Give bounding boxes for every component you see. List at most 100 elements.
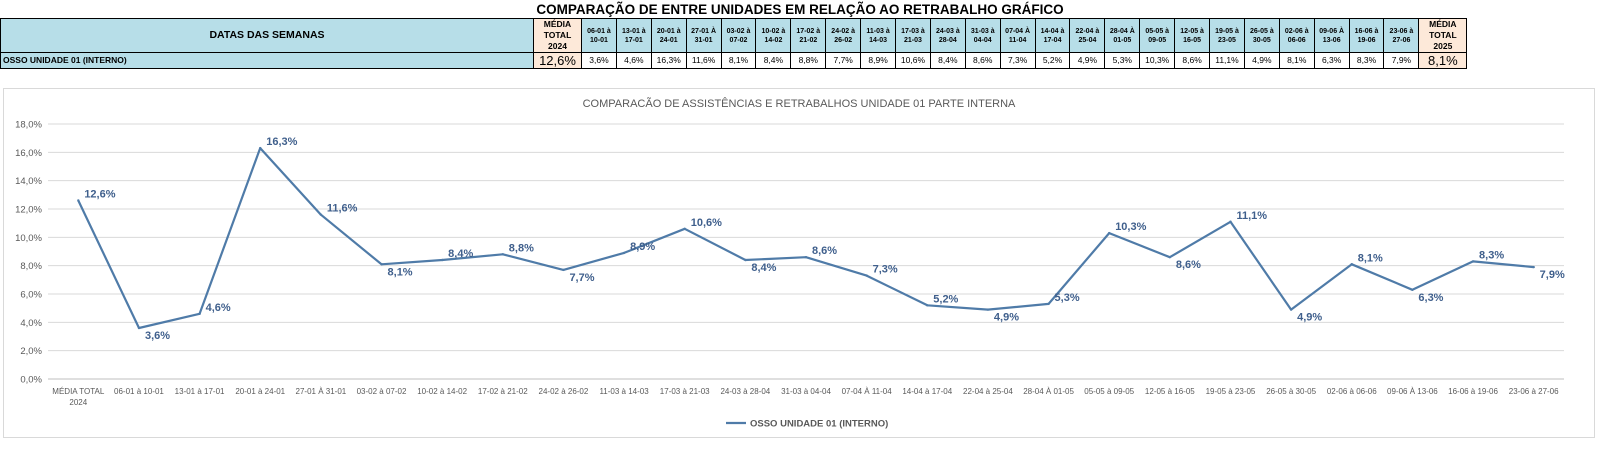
header-text: 20-01 à	[656, 27, 681, 35]
data-label: 8,6%	[812, 245, 837, 257]
header-week: 09-06 À 13-06	[1313, 18, 1350, 53]
header-text: 13-01 à	[621, 27, 646, 35]
x-tick-label: 22-04 à 25-04	[963, 387, 1013, 396]
header-text: 13-06	[1322, 36, 1341, 44]
header-text: 19-06	[1357, 36, 1376, 44]
x-tick-label: 24-03 à 28-04	[720, 387, 770, 396]
week-value: 4,9%	[1069, 52, 1106, 69]
data-label: 8,6%	[1176, 259, 1201, 271]
header-text: 24-01	[659, 36, 678, 44]
chart-title: COMPARACÃO DE ASSISTÊNCIAS E RETRABALHOS…	[583, 97, 1016, 110]
header-text: 30-05	[1252, 36, 1271, 44]
data-label: 11,1%	[1236, 210, 1267, 222]
y-tick-label: 16,0%	[15, 148, 42, 159]
header-week: 14-04 à 17-04	[1034, 18, 1071, 53]
header-text: 14-04 à	[1040, 27, 1065, 35]
data-label: 10,3%	[1115, 221, 1146, 233]
data-point	[683, 227, 686, 231]
table-title: COMPARAÇÃO DE ENTRE UNIDADES EM RELAÇÃO …	[536, 2, 1064, 17]
header-text: 27-06	[1392, 36, 1411, 44]
data-point	[501, 253, 504, 256]
header-text: TOTAL 2025	[1429, 30, 1457, 51]
header-text: 01-05	[1113, 36, 1132, 44]
week-value: 8,6%	[1174, 52, 1211, 69]
header-text: 24-03 à	[935, 27, 960, 35]
table-value-row: OSSO UNIDADE 01 (INTERNO) 12,6% 3,6% 4,6% 16…	[0, 52, 1468, 69]
data-label: 5,2%	[933, 293, 958, 305]
x-tick-label: 07-04 À 11-04	[842, 387, 893, 396]
y-tick-label: 10,0%	[15, 233, 42, 244]
header-week: 22-04 à 25-04	[1069, 18, 1106, 53]
header-text: 09-05	[1148, 36, 1167, 44]
header-text: 14-03	[869, 36, 888, 44]
header-text: 04-04	[973, 36, 992, 44]
data-label: 4,9%	[1297, 312, 1322, 324]
header-week: 05-05 à 09-05	[1139, 18, 1176, 53]
x-tick-label: 05-05 à 09-05	[1084, 387, 1134, 396]
y-tick-label: 14,0%	[15, 176, 42, 187]
header-text: 10-02 à	[761, 27, 786, 35]
data-point	[1350, 263, 1353, 266]
header-label: DATAS DAS SEMANAS	[0, 18, 534, 53]
x-tick-label: 13-01 à 17-01	[175, 387, 225, 396]
data-label: 8,9%	[630, 241, 655, 253]
header-text: 03-02 à	[726, 27, 751, 35]
y-tick-label: 12,0%	[15, 205, 42, 216]
x-tick-label: 14-04 à 17-04	[902, 387, 952, 396]
week-value: 8,4%	[755, 52, 792, 69]
header-week: 26-05 à 30-05	[1243, 18, 1280, 53]
header-week: 03-02 à 07-02	[720, 18, 757, 53]
data-point	[1471, 260, 1475, 263]
data-label: 4,9%	[994, 312, 1019, 324]
week-value: 3,6%	[581, 52, 617, 69]
x-tick-label: 12-05 à 16-05	[1145, 387, 1195, 396]
data-point	[1289, 308, 1293, 311]
header-week: 27-01 À 31-01	[685, 18, 722, 53]
data-point	[926, 304, 929, 307]
x-tick-label: 17-03 à 21-03	[660, 387, 710, 396]
header-text: 23-05	[1218, 36, 1236, 44]
x-tick-label: 2024	[69, 398, 87, 407]
week-value: 11,1%	[1209, 52, 1245, 69]
header-week: 17-03 à 21-03	[895, 18, 931, 53]
week-value: 4,6%	[615, 52, 652, 69]
header-week: 23-06 à 27-06	[1383, 18, 1420, 53]
header-week: 24-02 à 26-02	[825, 18, 862, 53]
data-label: 8,8%	[509, 242, 534, 254]
header-text: 09-06 À	[1319, 27, 1345, 35]
x-tick-label: 02-06 à 06-06	[1327, 387, 1377, 396]
y-tick-label: 18,0%	[15, 120, 42, 131]
header-week: 07-04 À 11-04	[999, 18, 1036, 53]
x-tick-label: 20-01 à 24-01	[235, 387, 285, 396]
header-week: 28-04 À 01-05	[1104, 18, 1141, 53]
header-text: 28-04 À	[1109, 27, 1135, 35]
header-text: 11-04	[1008, 36, 1027, 44]
x-tick-label: 24-02 à 26-02	[539, 387, 589, 396]
y-tick-label: 8,0%	[20, 261, 42, 272]
week-value: 8,1%	[720, 52, 757, 69]
week-value: 6,3%	[1313, 52, 1350, 69]
data-label: 8,1%	[1358, 252, 1383, 264]
header-text: 16-05	[1183, 36, 1202, 44]
header-week: 11-03 à 14-03	[860, 18, 897, 53]
header-text: TOTAL 2024	[543, 30, 572, 51]
week-value: 5,2%	[1034, 52, 1071, 69]
header-avg-2025: MÉDIA TOTAL 2025	[1418, 18, 1468, 53]
avg-2025-value: 8,1%	[1418, 52, 1468, 69]
header-text: 12-05 à	[1180, 27, 1204, 35]
header-week: 10-02 à 14-02	[755, 18, 792, 53]
header-text: MÉDIA	[1429, 19, 1457, 30]
week-value: 10,6%	[895, 52, 931, 69]
data-label: 8,4%	[448, 248, 473, 260]
x-tick-label: 26-05 à 30-05	[1266, 387, 1316, 396]
week-value: 8,3%	[1348, 52, 1385, 69]
header-text: 22-04 à	[1075, 27, 1100, 35]
data-label: 7,7%	[569, 272, 594, 284]
header-text: 02-06 à	[1284, 27, 1309, 35]
header-week: 20-01 à 24-01	[650, 18, 687, 53]
header-text: 27-01 À	[691, 27, 717, 35]
header-text: 23-06 à	[1389, 27, 1414, 35]
x-tick-label: 10-02 à 14-02	[417, 387, 467, 396]
data-point	[1168, 255, 1172, 259]
